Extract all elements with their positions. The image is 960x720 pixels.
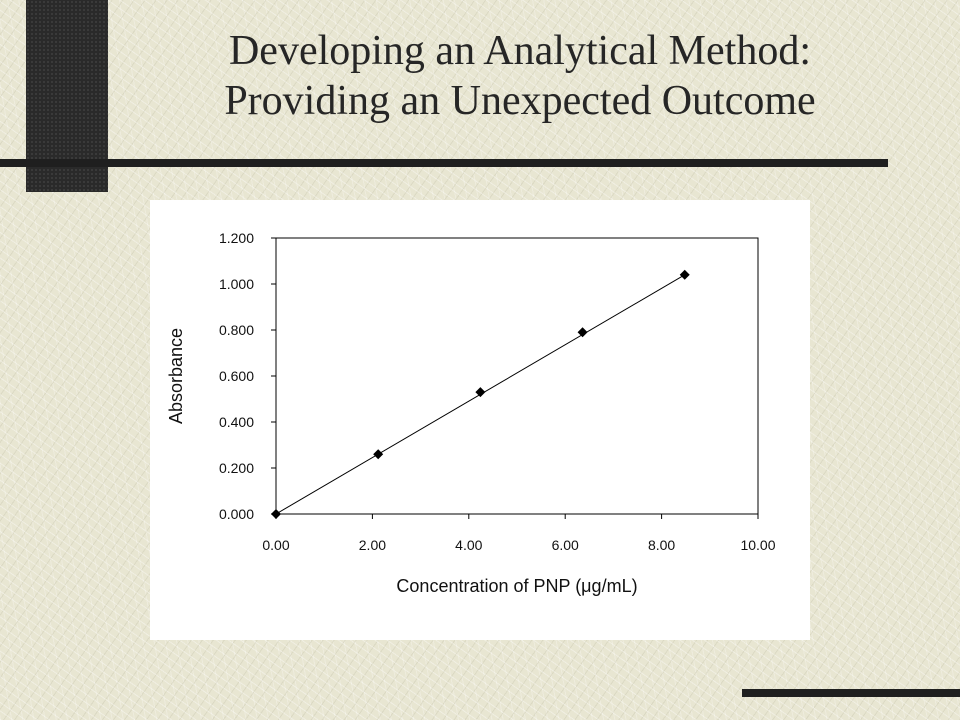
data-point-marker: [679, 269, 690, 280]
x-tick-label: 10.00: [740, 537, 775, 553]
footer-rule: [742, 689, 960, 697]
data-points: [271, 269, 690, 519]
slide-title-line-1: Developing an Analytical Method:: [228, 28, 812, 74]
y-axis-title: Absorbance: [166, 328, 186, 424]
x-tick-label: 4.00: [455, 537, 482, 553]
data-point-marker: [373, 449, 384, 460]
y-tick-label: 0.600: [219, 368, 254, 384]
x-tick-label: 0.00: [262, 537, 289, 553]
x-axis-title: Concentration of PNP (μg/mL): [396, 576, 637, 596]
slide-title-line-2: Providing an Unexpected Outcome: [224, 78, 816, 124]
slide-title: Developing an Analytical Method: Providi…: [120, 26, 920, 126]
x-tick-label: 8.00: [648, 537, 675, 553]
y-axis-ticks: 0.000 0.200 0.400 0.600 0.800 1.000 1.200: [219, 230, 276, 522]
data-point-marker: [271, 509, 281, 519]
y-tick-label: 1.200: [219, 230, 254, 246]
data-point-marker: [475, 387, 486, 398]
title-underline-rule: [0, 159, 888, 167]
chart-svg: 0.000 0.200 0.400 0.600 0.800 1.000 1.200 0.00…: [166, 230, 776, 596]
x-tick-label: 2.00: [359, 537, 386, 553]
calibration-chart: 0.000 0.200 0.400 0.600 0.800 1.000 1.200 0.00…: [150, 200, 810, 640]
y-tick-label: 0.400: [219, 414, 254, 430]
x-tick-label: 6.00: [552, 537, 579, 553]
y-tick-label: 1.000: [219, 276, 254, 292]
data-point-marker: [577, 327, 588, 338]
y-tick-label: 0.800: [219, 322, 254, 338]
plot-area-frame: [275, 237, 759, 515]
x-axis-ticks: 0.00 2.00 4.00 6.00 8.00 10.00: [262, 514, 776, 553]
y-tick-label: 0.200: [219, 460, 254, 476]
y-tick-label: 0.000: [219, 506, 254, 522]
